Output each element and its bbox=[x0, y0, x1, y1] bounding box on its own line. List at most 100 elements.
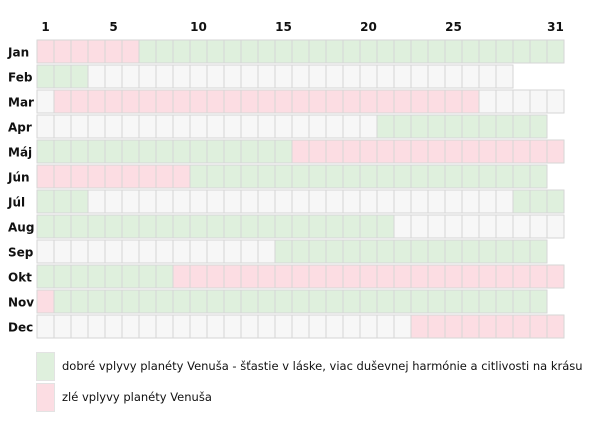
legend-label-bad: zlé vplyvy planéty Venuša bbox=[62, 390, 212, 404]
day-cell-good bbox=[87, 139, 106, 164]
day-cell-bad bbox=[70, 39, 89, 64]
day-cell-good bbox=[444, 164, 463, 189]
day-cell-bad bbox=[325, 264, 344, 289]
day-cell-neutral bbox=[291, 314, 310, 339]
day-cell-bad bbox=[223, 264, 242, 289]
day-cell-good bbox=[325, 39, 344, 64]
day-cell-neutral bbox=[240, 239, 259, 264]
day-cell-neutral bbox=[546, 214, 565, 239]
day-cell-good bbox=[308, 239, 327, 264]
day-cell-bad bbox=[546, 264, 565, 289]
day-cell-neutral bbox=[359, 64, 378, 89]
day-cell-good bbox=[393, 39, 412, 64]
day-cell-neutral bbox=[206, 114, 225, 139]
day-cell-neutral bbox=[223, 64, 242, 89]
day-cell-neutral bbox=[87, 64, 106, 89]
day-cell-bad bbox=[444, 314, 463, 339]
day-cell-neutral bbox=[223, 189, 242, 214]
day-cell-good bbox=[461, 289, 480, 314]
day-cell-good bbox=[274, 139, 293, 164]
day-cell-good bbox=[393, 289, 412, 314]
day-cell-bad bbox=[87, 89, 106, 114]
day-cell-bad bbox=[87, 164, 106, 189]
day-tick-label: 31 bbox=[547, 20, 564, 34]
day-cell-good bbox=[376, 214, 395, 239]
day-cell-bad bbox=[223, 89, 242, 114]
day-cell-bad bbox=[240, 264, 259, 289]
day-cell-neutral bbox=[427, 189, 446, 214]
day-cell-neutral bbox=[70, 314, 89, 339]
day-cell-bad bbox=[121, 39, 140, 64]
day-cell-bad bbox=[512, 139, 531, 164]
day-cell-good bbox=[104, 139, 123, 164]
legend-label-good: dobré vplyvy planéty Venuša - šťastie v … bbox=[62, 359, 583, 373]
day-cell-neutral bbox=[206, 64, 225, 89]
day-cell-good bbox=[223, 39, 242, 64]
day-cell-bad bbox=[495, 314, 514, 339]
day-cell-neutral bbox=[172, 314, 191, 339]
day-cell-neutral bbox=[206, 314, 225, 339]
day-cell-good bbox=[444, 114, 463, 139]
day-cell-bad bbox=[155, 89, 174, 114]
day-cell-good bbox=[189, 139, 208, 164]
day-cell-bad bbox=[308, 89, 327, 114]
day-cell-good bbox=[291, 214, 310, 239]
day-cell-good bbox=[512, 114, 531, 139]
day-cell-neutral bbox=[257, 64, 276, 89]
day-cell-good bbox=[155, 139, 174, 164]
day-cell-neutral bbox=[308, 314, 327, 339]
day-cell-neutral bbox=[138, 239, 157, 264]
day-cell-neutral bbox=[393, 314, 412, 339]
day-cell-neutral bbox=[529, 89, 548, 114]
day-cell-neutral bbox=[478, 189, 497, 214]
day-cell-neutral bbox=[104, 239, 123, 264]
day-tick-label: 1 bbox=[41, 20, 49, 34]
day-cell-neutral bbox=[121, 64, 140, 89]
day-cell-good bbox=[325, 239, 344, 264]
day-cell-good bbox=[461, 114, 480, 139]
day-cell-neutral bbox=[257, 239, 276, 264]
day-cell-neutral bbox=[206, 239, 225, 264]
day-cell-neutral bbox=[393, 64, 412, 89]
day-cell-good bbox=[291, 239, 310, 264]
day-cell-bad bbox=[172, 264, 191, 289]
day-cell-neutral bbox=[461, 64, 480, 89]
day-cell-good bbox=[189, 164, 208, 189]
day-cell-good bbox=[206, 164, 225, 189]
day-cell-good bbox=[342, 289, 361, 314]
legend-swatch-good bbox=[36, 352, 55, 381]
day-tick-label: 5 bbox=[109, 20, 117, 34]
day-cell-bad bbox=[529, 314, 548, 339]
day-cell-bad bbox=[444, 264, 463, 289]
day-cell-neutral bbox=[104, 64, 123, 89]
day-cell-bad bbox=[53, 89, 72, 114]
day-cell-good bbox=[206, 214, 225, 239]
day-cell-good bbox=[325, 289, 344, 314]
day-cell-neutral bbox=[70, 114, 89, 139]
day-cell-bad bbox=[546, 139, 565, 164]
day-cell-bad bbox=[342, 139, 361, 164]
day-cell-bad bbox=[87, 39, 106, 64]
day-cell-good bbox=[444, 239, 463, 264]
month-label: Mar bbox=[8, 96, 34, 110]
day-cell-good bbox=[121, 214, 140, 239]
day-cell-bad bbox=[512, 314, 531, 339]
day-cell-bad bbox=[359, 264, 378, 289]
day-cell-neutral bbox=[529, 214, 548, 239]
day-cell-good bbox=[53, 189, 72, 214]
day-cell-neutral bbox=[257, 114, 276, 139]
day-cell-good bbox=[444, 39, 463, 64]
day-cell-bad bbox=[138, 89, 157, 114]
day-cell-good bbox=[70, 214, 89, 239]
day-cell-good bbox=[359, 39, 378, 64]
day-cell-good bbox=[342, 39, 361, 64]
day-cell-bad bbox=[257, 264, 276, 289]
day-cell-good bbox=[427, 39, 446, 64]
day-cell-neutral bbox=[53, 314, 72, 339]
day-cell-bad bbox=[325, 139, 344, 164]
day-cell-good bbox=[495, 239, 514, 264]
day-cell-good bbox=[546, 39, 565, 64]
day-cell-bad bbox=[546, 314, 565, 339]
day-cell-good bbox=[121, 264, 140, 289]
day-cell-good bbox=[87, 289, 106, 314]
